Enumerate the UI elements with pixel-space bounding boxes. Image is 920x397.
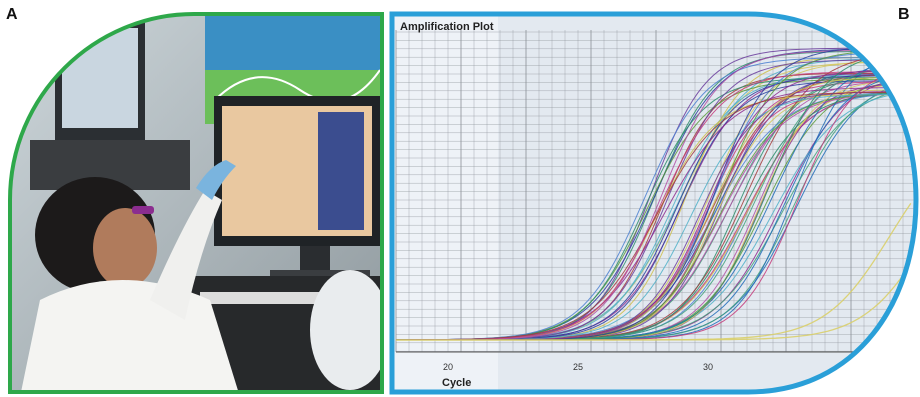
panel-label-b: B [898, 6, 910, 23]
x-axis-label: Cycle [442, 377, 471, 389]
amplification-plot: Amplification Plot 20 25 30 Cycle [389, 11, 919, 395]
x-tick-label: 30 [703, 362, 713, 372]
plot-frame [389, 11, 919, 395]
x-tick-label: 25 [573, 362, 583, 372]
x-tick-label: 20 [443, 362, 453, 372]
lab-photo [8, 12, 384, 394]
amplification-curves [395, 46, 912, 341]
plot-title: Amplification Plot [400, 21, 494, 33]
panel-label-a: A [6, 6, 18, 23]
amplification-curve [396, 263, 912, 341]
photo-frame [8, 12, 384, 394]
amplification-curve [396, 91, 911, 341]
